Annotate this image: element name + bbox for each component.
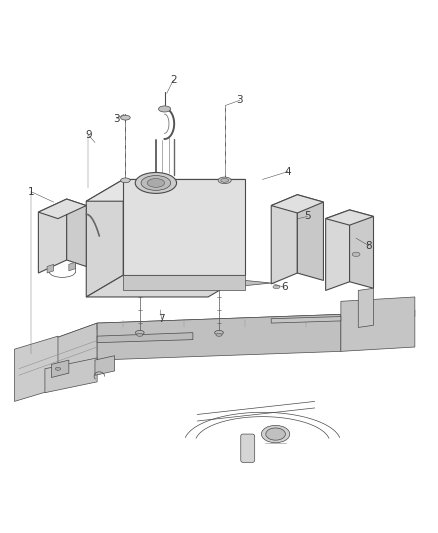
Polygon shape: [325, 210, 374, 225]
Polygon shape: [271, 195, 297, 284]
Polygon shape: [86, 180, 245, 201]
Polygon shape: [123, 275, 245, 290]
Text: 3: 3: [113, 114, 120, 124]
Polygon shape: [97, 314, 341, 329]
Text: 3: 3: [237, 95, 243, 105]
Text: 5: 5: [304, 212, 311, 221]
Polygon shape: [67, 199, 86, 266]
Ellipse shape: [141, 175, 171, 190]
Ellipse shape: [137, 333, 143, 336]
Polygon shape: [350, 210, 374, 288]
Ellipse shape: [218, 177, 231, 183]
Polygon shape: [69, 262, 75, 271]
Polygon shape: [341, 297, 415, 351]
Polygon shape: [341, 310, 415, 321]
Ellipse shape: [120, 115, 130, 120]
Polygon shape: [47, 264, 53, 273]
Polygon shape: [325, 210, 350, 290]
FancyBboxPatch shape: [241, 434, 254, 462]
Polygon shape: [271, 317, 341, 323]
Polygon shape: [97, 314, 341, 360]
Polygon shape: [51, 360, 69, 377]
Polygon shape: [39, 199, 67, 273]
Ellipse shape: [135, 173, 177, 193]
Polygon shape: [271, 195, 323, 213]
Text: 8: 8: [365, 240, 372, 251]
Text: 1: 1: [28, 187, 34, 197]
Ellipse shape: [55, 367, 60, 370]
Polygon shape: [86, 180, 123, 297]
Text: 2: 2: [170, 75, 177, 85]
Text: 9: 9: [85, 130, 92, 140]
Ellipse shape: [266, 428, 286, 440]
Ellipse shape: [221, 179, 229, 182]
Polygon shape: [97, 333, 193, 343]
Polygon shape: [39, 199, 86, 219]
Polygon shape: [297, 195, 323, 280]
Polygon shape: [14, 336, 58, 401]
Ellipse shape: [273, 285, 280, 289]
Ellipse shape: [216, 333, 222, 336]
Polygon shape: [19, 323, 97, 389]
Ellipse shape: [159, 106, 171, 112]
Polygon shape: [45, 358, 97, 393]
Ellipse shape: [135, 330, 144, 335]
Polygon shape: [123, 180, 245, 275]
Ellipse shape: [261, 425, 290, 443]
Polygon shape: [95, 356, 115, 375]
Polygon shape: [123, 280, 271, 286]
Ellipse shape: [352, 252, 360, 256]
Ellipse shape: [120, 178, 130, 183]
Text: 6: 6: [281, 282, 288, 293]
Text: 7: 7: [158, 314, 165, 324]
Polygon shape: [19, 323, 97, 358]
Ellipse shape: [147, 179, 165, 187]
Polygon shape: [86, 275, 245, 297]
Polygon shape: [358, 288, 374, 327]
Text: 4: 4: [284, 167, 291, 176]
Ellipse shape: [215, 330, 223, 335]
